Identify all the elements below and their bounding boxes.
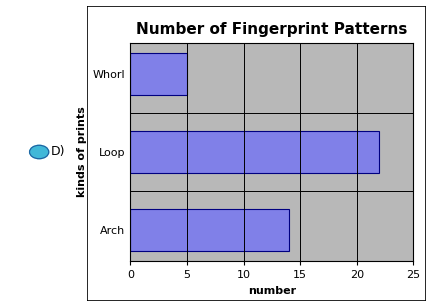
Bar (130, 209, 288, 251)
Circle shape (30, 145, 49, 159)
Bar (130, 53, 187, 95)
Text: D): D) (50, 146, 65, 158)
Y-axis label: kinds of prints: kinds of prints (77, 107, 87, 197)
Title: Number of Fingerprint Patterns: Number of Fingerprint Patterns (136, 22, 407, 37)
X-axis label: number: number (247, 286, 295, 296)
Bar (130, 130, 378, 174)
